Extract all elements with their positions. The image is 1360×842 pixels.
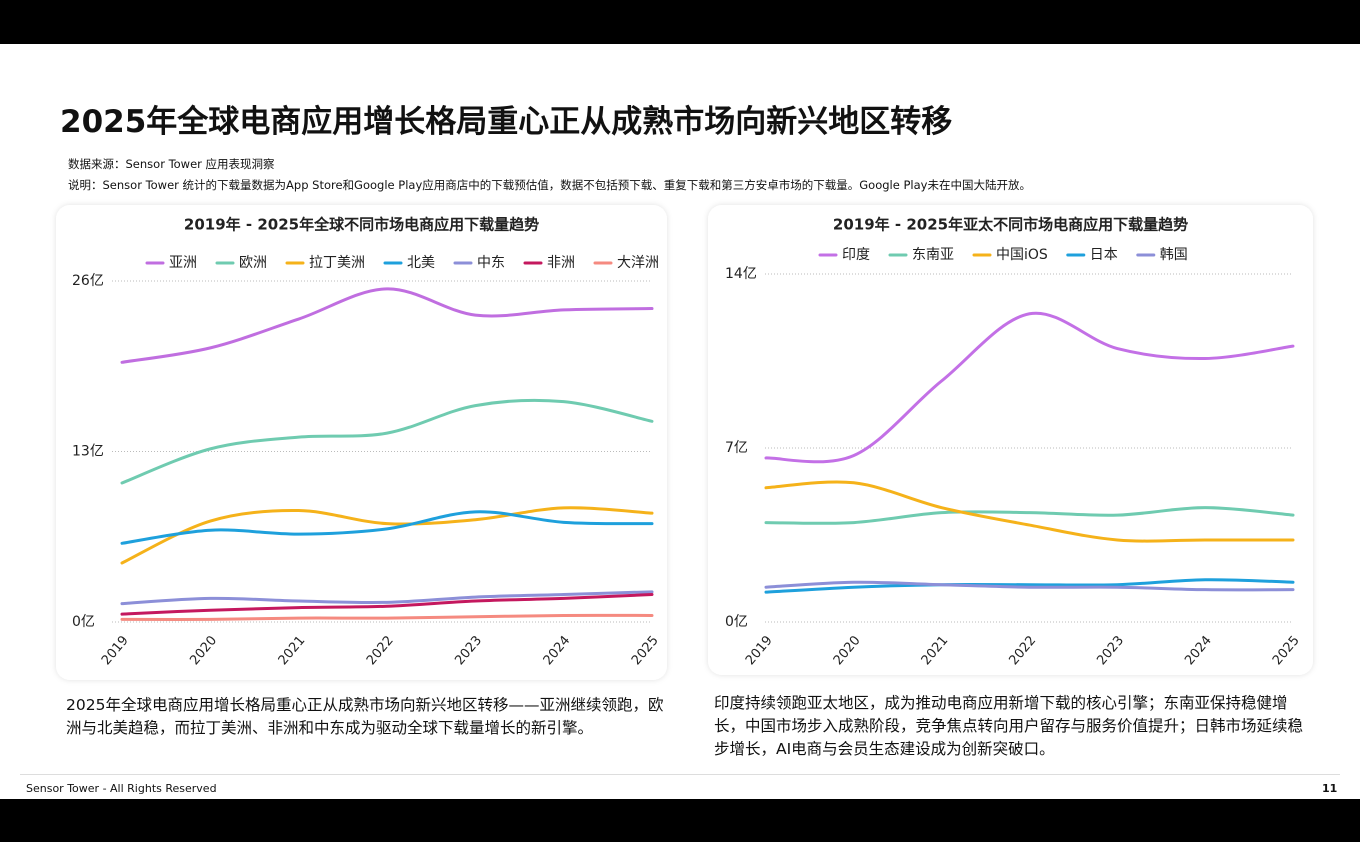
- series-line: [120, 506, 654, 565]
- series-line: [764, 311, 1295, 464]
- series-line: [120, 613, 654, 621]
- y-tick-label: 14亿: [725, 266, 757, 282]
- chart-title: 2019年 - 2025年全球不同市场电商应用下载量趋势: [184, 216, 539, 234]
- legend-label: 日本: [1090, 247, 1118, 263]
- series-line: [764, 480, 1295, 543]
- legend-label: 东南亚: [912, 247, 954, 263]
- legend-label: 韩国: [1160, 247, 1188, 263]
- copyright: Sensor Tower - All Rights Reserved: [26, 782, 217, 795]
- chart-card: [56, 205, 667, 680]
- legend-label: 中国iOS: [996, 247, 1048, 263]
- legend-label: 非洲: [547, 255, 575, 271]
- y-tick-label: 26亿: [72, 273, 104, 289]
- y-tick-label: 0亿: [72, 614, 95, 630]
- legend-label: 中东: [477, 255, 505, 271]
- series-line: [120, 510, 654, 545]
- legend-label: 北美: [407, 255, 435, 271]
- footer-rule: [20, 774, 1340, 775]
- y-tick-label: 0亿: [725, 614, 748, 630]
- y-tick-label: 7亿: [725, 440, 748, 456]
- series-line: [764, 506, 1295, 525]
- page-number: 11: [1322, 782, 1338, 795]
- legend-label: 欧洲: [239, 255, 267, 271]
- chart-card: [708, 205, 1313, 675]
- chart-title: 2019年 - 2025年亚太不同市场电商应用下载量趋势: [833, 216, 1188, 234]
- series-line: [120, 590, 654, 606]
- legend-label: 大洋洲: [617, 255, 659, 271]
- caption: 印度持续领跑亚太地区，成为推动电商应用新增下载的核心引擎；东南亚保持稳健增长，中…: [714, 694, 1304, 758]
- y-tick-label: 13亿: [72, 444, 104, 460]
- legend-label: 亚洲: [169, 255, 197, 271]
- caption: 2025年全球电商应用增长格局重心正从成熟市场向新兴地区转移——亚洲继续领跑，欧…: [66, 696, 664, 737]
- legend-label: 拉丁美洲: [309, 255, 365, 271]
- series-line: [764, 578, 1295, 594]
- source: 数据来源：Sensor Tower 应用表现洞察: [68, 157, 275, 171]
- series-line: [764, 580, 1295, 592]
- series-line: [120, 398, 654, 485]
- note: 说明：Sensor Tower 统计的下载量数据为App Store和Googl…: [68, 178, 1031, 192]
- page-title: 2025年全球电商应用增长格局重心正从成熟市场向新兴地区转移: [60, 104, 953, 140]
- series-line: [120, 592, 654, 616]
- series-line: [120, 287, 654, 364]
- legend-label: 印度: [842, 247, 870, 263]
